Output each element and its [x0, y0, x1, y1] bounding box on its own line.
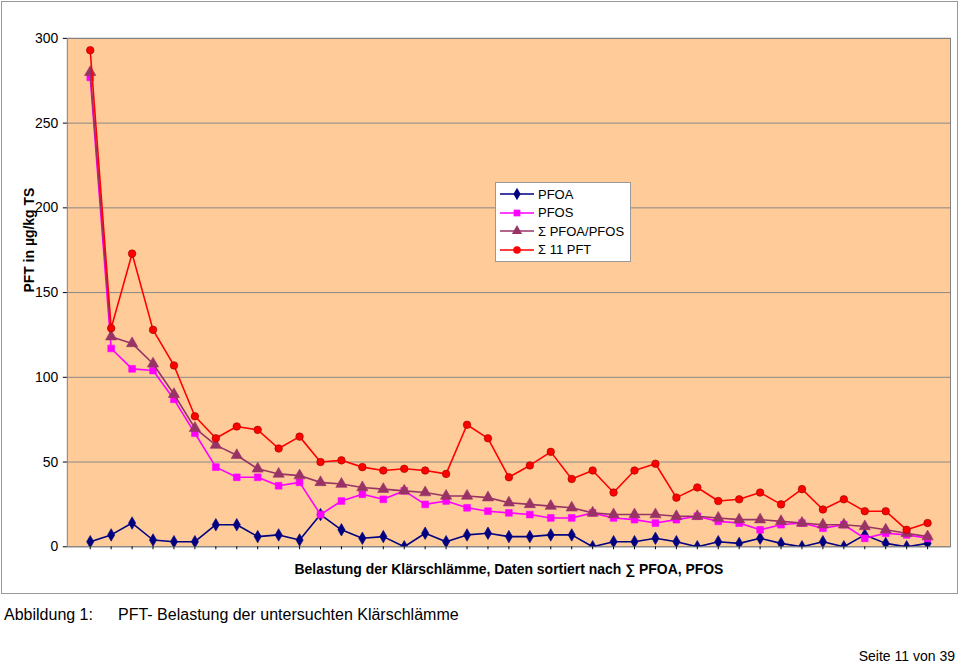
html-text:Abbildung 1:: Abbildung 1: [4, 606, 93, 623]
svg-text:250: 250 [35, 115, 59, 131]
svg-text:PFT in µg/kg TS: PFT in µg/kg TS [21, 188, 37, 293]
html-text:Σ PFOA/PFOS: Σ PFOA/PFOS [538, 223, 625, 239]
html-text:PFOA: PFOA [538, 186, 574, 202]
html-text:Σ 11 PFT: Σ 11 PFT [538, 242, 592, 258]
svg-text:100: 100 [35, 369, 59, 385]
html-text:Seite 11 von 39: Seite 11 von 39 [858, 648, 955, 664]
svg-text:0: 0 [51, 538, 59, 554]
svg-text:200: 200 [35, 199, 59, 215]
svg-text:Belastung der Klärschlämme, Da: Belastung der Klärschlämme, Daten sortie… [294, 561, 723, 578]
html-text:PFOS: PFOS [538, 205, 574, 221]
svg-text:300: 300 [35, 30, 59, 46]
html-text:PFT- Belastung der untersuchte: PFT- Belastung der untersuchten Klärschl… [118, 606, 459, 623]
svg-text:150: 150 [35, 284, 59, 300]
svg-text:50: 50 [43, 454, 59, 470]
